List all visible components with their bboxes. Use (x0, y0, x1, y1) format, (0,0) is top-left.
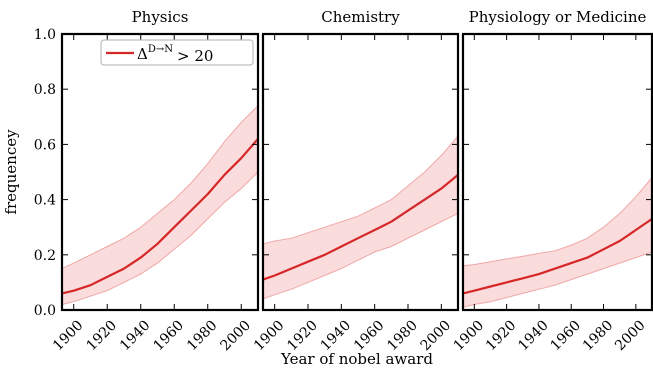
y-axis-label: frequencey (2, 129, 20, 215)
panel-title: Chemistry (321, 8, 400, 26)
x-tick-label: 1920 (483, 318, 520, 355)
legend-box (100, 39, 254, 66)
frequency-line (462, 217, 653, 295)
panel-frame (461, 32, 653, 312)
legend-label-sup: D→N (148, 44, 173, 55)
frequency-line (262, 173, 459, 281)
x-tick-label: 1900 (451, 318, 488, 355)
panel-frame (261, 32, 460, 312)
confidence-band (262, 134, 459, 300)
y-tick-label: 1.0 (34, 27, 56, 43)
x-tick-label: 1920 (84, 318, 121, 355)
x-tick-label: 1940 (117, 318, 154, 355)
x-tick-label: 1920 (284, 318, 321, 355)
confidence-band (61, 104, 259, 306)
confidence-band (462, 176, 653, 308)
y-tick-label: 0.8 (34, 82, 56, 98)
x-tick-label: 1900 (50, 318, 87, 355)
x-tick-label: 1960 (151, 318, 188, 355)
panel-3: Physiology or Medicine 190019201940196019… (451, 8, 653, 355)
x-tick-label: 1900 (251, 318, 288, 355)
x-tick-label: 2000 (418, 318, 455, 355)
x-tick-label: 1960 (351, 318, 388, 355)
y-tick-label: 0.6 (34, 137, 56, 153)
legend-label-base: Δ (137, 45, 148, 63)
panel-title: Physiology or Medicine (469, 8, 647, 26)
x-tick-label: 1960 (548, 318, 585, 355)
x-tick-label: 1980 (184, 318, 221, 355)
x-axis-label: Year of nobel award (280, 350, 433, 368)
x-tick-label: 1940 (318, 318, 355, 355)
frequency-line (61, 138, 259, 295)
legend-label: ΔD→N > 20 (137, 44, 213, 65)
panel-frame (60, 32, 260, 312)
x-tick-label: 1980 (580, 318, 617, 355)
y-tick-label: 0.4 (34, 193, 56, 209)
panel-title: Physics (132, 8, 189, 26)
x-tick-label: 1940 (515, 318, 552, 355)
y-tick-label: 0.2 (34, 248, 56, 264)
legend: ΔD→N > 20 (100, 39, 254, 66)
x-tick-label: 2000 (612, 318, 649, 355)
x-tick-label: 2000 (218, 318, 255, 355)
legend-label-tail: > 20 (177, 47, 213, 65)
x-tick-label: 1980 (384, 318, 421, 355)
y-tick-label: 0.0 (34, 303, 56, 319)
